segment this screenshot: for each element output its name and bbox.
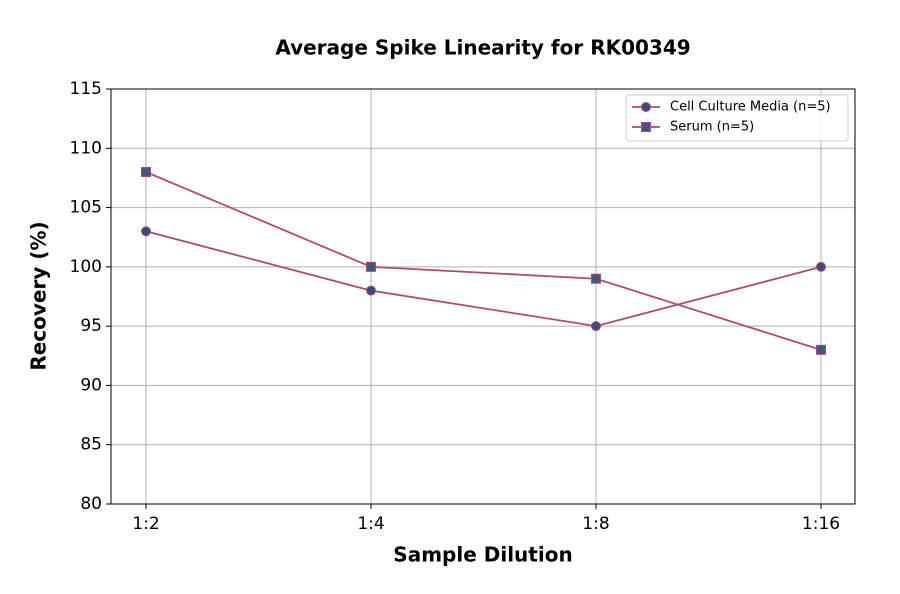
series-line: [145, 230, 822, 328]
y-axis-label: Recovery (%): [27, 221, 51, 370]
y-tick-label: 110: [70, 138, 102, 158]
marker: [366, 285, 376, 296]
marker: [816, 344, 826, 355]
y-tick-label: 100: [70, 257, 102, 277]
marker: [591, 273, 601, 284]
marker: [816, 261, 826, 272]
x-tick-label: 1:8: [582, 514, 609, 534]
y-tick-label: 105: [70, 198, 102, 218]
plot-frame: [110, 88, 856, 505]
marker: [641, 102, 651, 112]
x-tick-label: 1:2: [132, 514, 159, 534]
series-line: [145, 171, 822, 351]
legend-box: [625, 94, 849, 142]
y-tick-label: 95: [80, 316, 102, 336]
marker: [641, 122, 651, 132]
y-tick-label: 90: [80, 375, 102, 395]
x-tick-label: 1:4: [357, 514, 384, 534]
y-tick-label: 115: [70, 79, 102, 99]
marker: [141, 226, 151, 237]
legend-label: Cell Culture Media (n=5): [670, 100, 831, 115]
x-axis-label: Sample Dilution: [393, 543, 572, 567]
marker: [591, 321, 601, 332]
y-tick-label: 85: [80, 435, 102, 455]
marker: [366, 261, 376, 272]
chart-title: Average Spike Linearity for RK00349: [275, 36, 690, 60]
marker: [141, 167, 151, 177]
legend-label: Serum (n=5): [670, 120, 754, 135]
y-tick-label: 80: [80, 494, 102, 514]
x-tick-label: 1:16: [802, 514, 840, 534]
